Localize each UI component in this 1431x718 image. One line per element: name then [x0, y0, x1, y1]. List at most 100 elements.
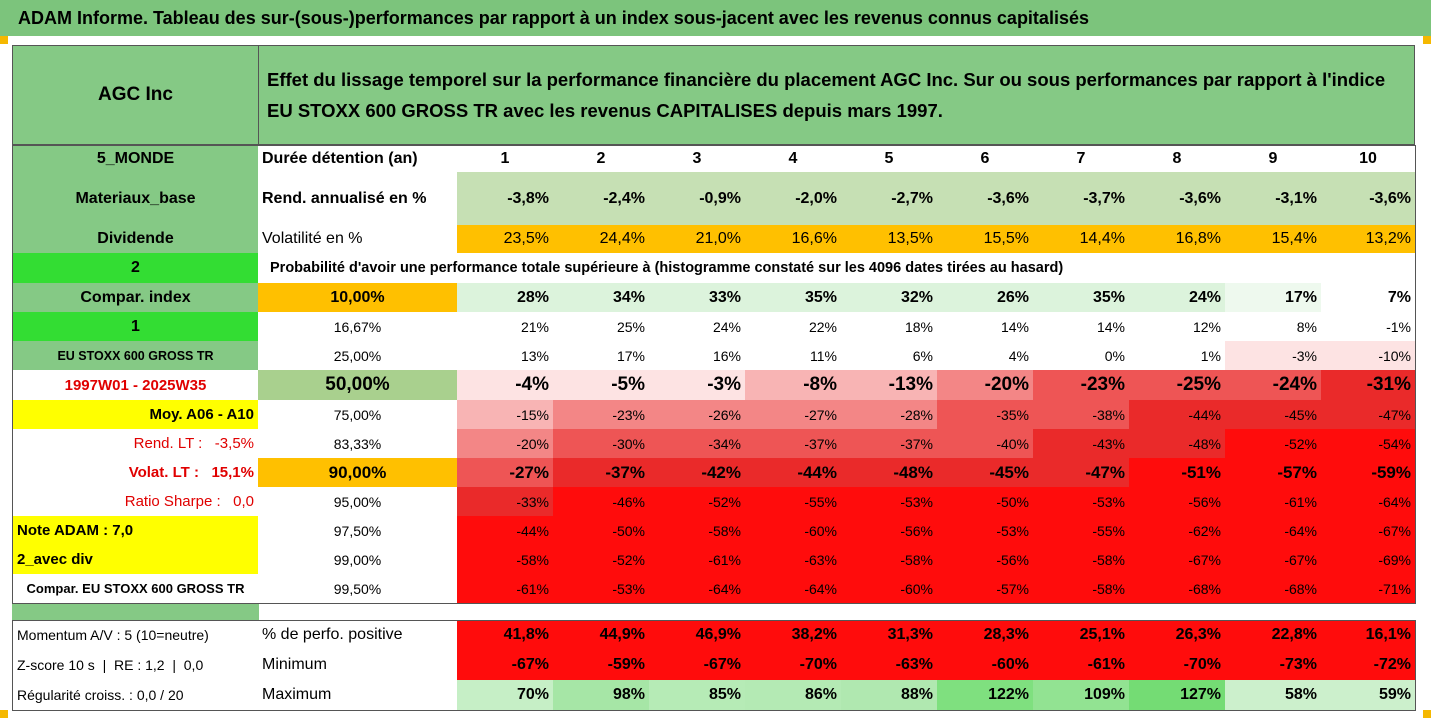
value-cell: -24%: [1225, 370, 1322, 401]
value-cell: -58%: [1033, 574, 1130, 604]
column-header: 10: [1321, 145, 1416, 173]
value-cell: 22,8%: [1225, 620, 1322, 651]
value-cell: -59%: [1321, 458, 1416, 488]
value-cell: -2,7%: [841, 172, 938, 226]
row-parameter: Volatilité en %: [258, 225, 458, 254]
value-cell: 0%: [1033, 341, 1130, 371]
value-cell: -44%: [1129, 400, 1226, 430]
value-cell: -43%: [1033, 429, 1130, 459]
value-cell: -3,1%: [1225, 172, 1322, 226]
value-cell: -3%: [1225, 341, 1322, 371]
value-cell: -68%: [1225, 574, 1322, 604]
value-cell: 127%: [1129, 680, 1226, 711]
value-cell: 18%: [841, 312, 938, 342]
value-cell: 1%: [1129, 341, 1226, 371]
row-label: Note ADAM : 7,0: [12, 516, 259, 546]
value-cell: 70%: [457, 680, 554, 711]
row-parameter: 50,00%: [258, 370, 458, 401]
value-cell: -55%: [1033, 516, 1130, 546]
value-cell: 122%: [937, 680, 1034, 711]
row-parameter: 99,50%: [258, 574, 458, 604]
row-label: Ratio Sharpe : 0,0: [12, 487, 259, 517]
value-cell: -3,6%: [1321, 172, 1416, 226]
border-line: [12, 145, 1416, 146]
value-cell: -37%: [745, 429, 842, 459]
row-label: 1997W01 - 2025W35: [12, 370, 259, 401]
value-cell: -31%: [1321, 370, 1416, 401]
row-parameter: 97,50%: [258, 516, 458, 546]
value-cell: -67%: [457, 650, 554, 681]
value-cell: 86%: [745, 680, 842, 711]
value-cell: 16,1%: [1321, 620, 1416, 651]
value-cell: -53%: [937, 516, 1034, 546]
value-cell: 15,5%: [937, 225, 1034, 254]
value-cell: -53%: [553, 574, 650, 604]
column-header: 9: [1225, 145, 1322, 173]
empty-cell: [1321, 253, 1416, 284]
value-cell: -38%: [1033, 400, 1130, 430]
value-cell: 26%: [937, 283, 1034, 313]
row-parameter: 83,33%: [258, 429, 458, 459]
value-cell: 22%: [745, 312, 842, 342]
description: Effet du lissage temporel sur la perform…: [258, 45, 1415, 145]
value-cell: -23%: [1033, 370, 1130, 401]
row-parameter: 16,67%: [258, 312, 458, 342]
value-cell: -20%: [937, 370, 1034, 401]
value-cell: 13,5%: [841, 225, 938, 254]
value-cell: -60%: [841, 574, 938, 604]
value-cell: 35%: [1033, 283, 1130, 313]
value-cell: -2,0%: [745, 172, 842, 226]
corner-marker: [0, 36, 8, 44]
row-label: Compar. index: [12, 283, 259, 313]
value-cell: 28,3%: [937, 620, 1034, 651]
value-cell: -58%: [841, 545, 938, 575]
value-cell: -27%: [457, 458, 554, 488]
value-cell: -37%: [553, 458, 650, 488]
row-label: 2: [12, 253, 259, 284]
value-cell: -50%: [553, 516, 650, 546]
row-label: 1: [12, 312, 259, 342]
report-title: ADAM Informe. Tableau des sur-(sous-)per…: [0, 0, 1431, 36]
row-label: EU STOXX 600 GROSS TR: [12, 341, 259, 371]
value-cell: 24,4%: [553, 225, 650, 254]
value-cell: -61%: [1225, 487, 1322, 517]
row-parameter: Durée détention (an): [258, 145, 458, 173]
value-cell: -62%: [1129, 516, 1226, 546]
value-cell: 13%: [457, 341, 554, 371]
value-cell: -53%: [1033, 487, 1130, 517]
value-cell: 98%: [553, 680, 650, 711]
value-cell: -35%: [937, 400, 1034, 430]
value-cell: 58%: [1225, 680, 1322, 711]
value-cell: -3,7%: [1033, 172, 1130, 226]
row-parameter: % de perfo. positive: [258, 620, 458, 651]
column-header: 2: [553, 145, 650, 173]
row-label: Z-score 10 s | RE : 1,2 | 0,0: [12, 650, 259, 681]
row-label: Volat. LT : 15,1%: [12, 458, 259, 488]
value-cell: -15%: [457, 400, 554, 430]
value-cell: -34%: [649, 429, 746, 459]
value-cell: 13,2%: [1321, 225, 1416, 254]
value-cell: -57%: [1225, 458, 1322, 488]
value-cell: -64%: [745, 574, 842, 604]
value-cell: 24%: [1129, 283, 1226, 313]
company-name: AGC Inc: [12, 45, 259, 145]
value-cell: -23%: [553, 400, 650, 430]
row-parameter: Minimum: [258, 650, 458, 681]
value-cell: 109%: [1033, 680, 1130, 711]
value-cell: -58%: [1033, 545, 1130, 575]
value-cell: -67%: [1129, 545, 1226, 575]
value-cell: 31,3%: [841, 620, 938, 651]
value-cell: -30%: [553, 429, 650, 459]
row-label: Momentum A/V : 5 (10=neutre): [12, 620, 259, 651]
column-header: 1: [457, 145, 554, 173]
value-cell: -47%: [1321, 400, 1416, 430]
value-cell: -73%: [1225, 650, 1322, 681]
value-cell: 6%: [841, 341, 938, 371]
value-cell: -8%: [745, 370, 842, 401]
value-cell: -42%: [649, 458, 746, 488]
value-cell: -0,9%: [649, 172, 746, 226]
value-cell: -4%: [457, 370, 554, 401]
value-cell: -70%: [745, 650, 842, 681]
value-cell: -2,4%: [553, 172, 650, 226]
value-cell: -27%: [745, 400, 842, 430]
